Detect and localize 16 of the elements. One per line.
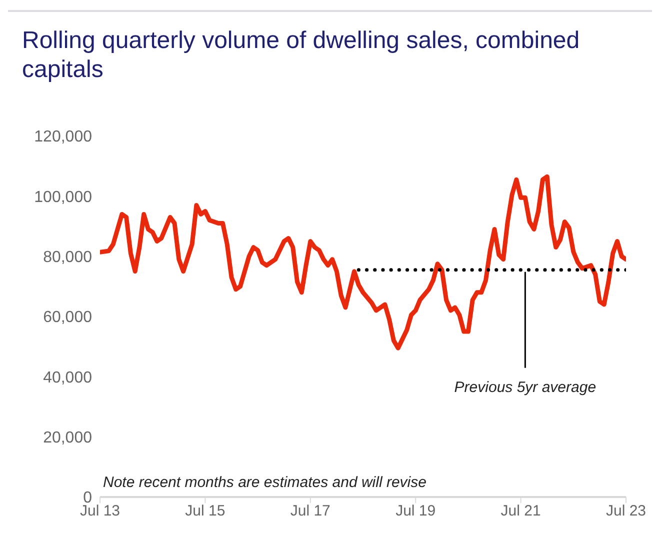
x-tick-label: Jul 23	[606, 502, 646, 520]
x-tick-label: Jul 13	[80, 502, 120, 520]
x-tick-label: Jul 21	[500, 502, 541, 520]
x-tick-label: Jul 15	[185, 502, 226, 520]
y-tick-label: 100,000	[34, 188, 92, 206]
annotation: Previous 5yr average	[454, 378, 596, 396]
x-tick-label: Jul 19	[396, 502, 436, 520]
annotation: Note recent months are estimates and will revise	[103, 474, 426, 491]
y-tick-label: 120,000	[34, 128, 92, 146]
y-tick-label: 60,000	[43, 309, 92, 326]
chart-title: Rolling quarterly volume of dwelling sales, combined capitals	[22, 26, 581, 84]
y-tick-label: 20,000	[43, 430, 92, 447]
line-series	[100, 174, 626, 350]
x-tick-label: Jul 17	[290, 502, 330, 520]
y-tick-label: 80,000	[43, 249, 92, 266]
y-tick-label: 40,000	[43, 369, 92, 386]
